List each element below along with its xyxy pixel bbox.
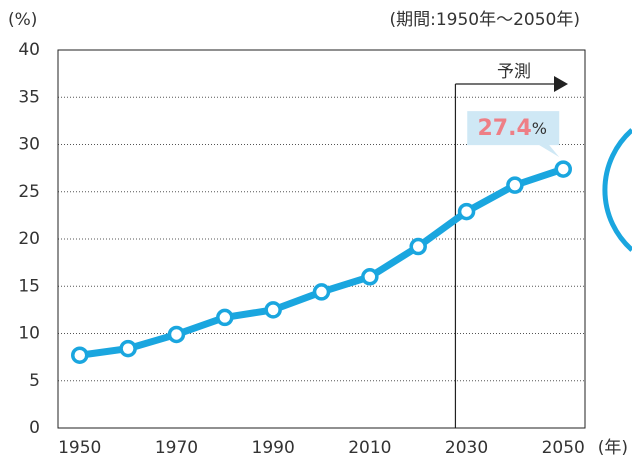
y-tick-label: 20: [18, 229, 40, 249]
y-tick-label: 35: [18, 87, 40, 107]
data-point: [506, 176, 524, 194]
data-point: [312, 283, 331, 301]
data-point: [361, 268, 379, 286]
y-tick-label: 10: [18, 324, 40, 344]
value-label-unit: %: [532, 119, 547, 138]
data-point: [216, 308, 234, 327]
decoration-arc: [602, 128, 632, 252]
y-tick-label: 25: [18, 182, 40, 202]
plot-border: [57, 49, 586, 429]
forecast-arrowhead: [554, 76, 568, 92]
data-point: [554, 160, 572, 178]
y-tick-label: 0: [29, 418, 40, 438]
data-point: [71, 346, 89, 364]
x-tick-label: 2030: [445, 438, 488, 458]
data-point: [457, 202, 476, 221]
data-point: [167, 325, 186, 344]
subtitle: (期間:1950年～2050年): [389, 10, 580, 30]
value-label: 27.4%: [478, 116, 547, 141]
y-tick-label: 40: [18, 40, 40, 60]
x-tick-label: 1950: [58, 438, 101, 458]
x-tick-label: 2050: [542, 438, 585, 458]
data-point: [119, 339, 137, 358]
x-axis-label: (年): [598, 438, 628, 458]
y-tick-label: 30: [18, 135, 40, 155]
data-point: [409, 237, 427, 256]
callout-box: [467, 111, 560, 158]
y-tick-label: 15: [18, 276, 40, 296]
y-tick-label: 5: [29, 371, 40, 391]
x-tick-label: 1990: [252, 438, 295, 458]
value-label-number: 27.4: [478, 116, 532, 141]
x-tick-label: 2010: [348, 438, 391, 458]
x-tick-label: 1970: [155, 438, 198, 458]
data-point: [264, 301, 282, 319]
series-line: [79, 165, 565, 359]
forecast-label: 予測: [497, 62, 531, 82]
y-axis-label: (%): [8, 10, 37, 30]
